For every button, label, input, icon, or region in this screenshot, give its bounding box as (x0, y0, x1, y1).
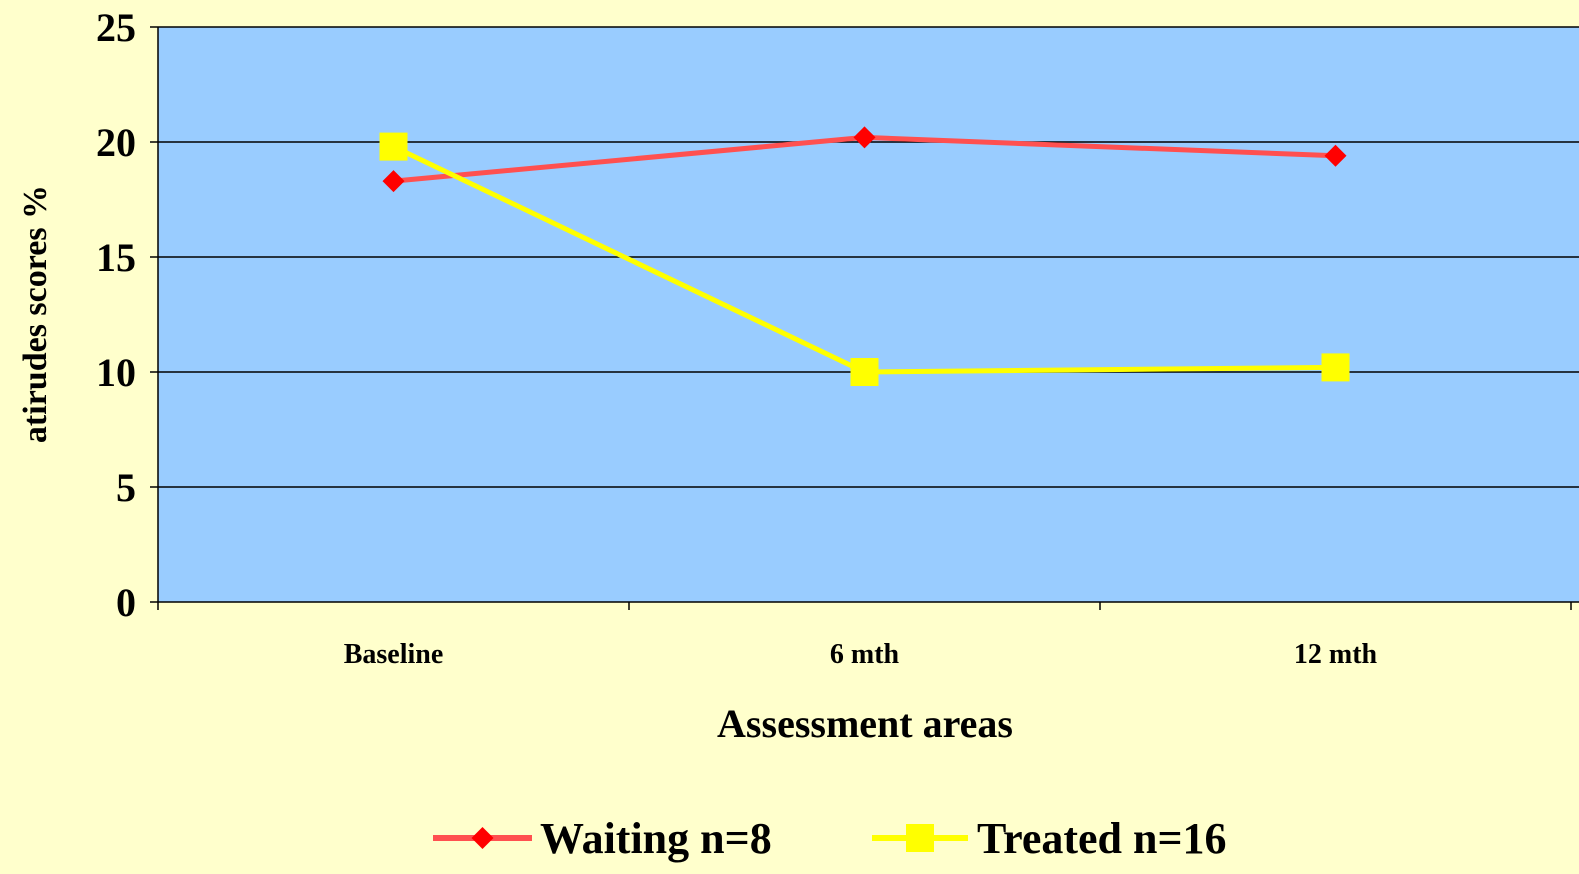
data-point-waiting (1324, 144, 1347, 167)
data-point-waiting (382, 170, 405, 193)
y-tick-label: 15 (96, 235, 136, 280)
legend-marker (471, 827, 494, 849)
x-tick-label: 12 mth (1294, 639, 1378, 670)
axes (157, 27, 1579, 610)
y-tick-label: 10 (96, 350, 136, 395)
x-tick-label: Baseline (344, 639, 444, 670)
y-tick-label: 25 (96, 5, 136, 50)
legend: Waiting n=8 Treated n=16 (433, 814, 1227, 863)
data-point-treated (1321, 353, 1350, 382)
y-tick-labels: 0 5 10 15 20 25 (96, 5, 158, 625)
data-point-waiting (853, 126, 876, 149)
x-tick-label: 6 mth (830, 639, 900, 670)
y-tick-label: 5 (116, 465, 136, 510)
x-tick-labels: Baseline 6 mth 12 mth (344, 639, 1378, 670)
x-axis-title: Assessment areas (717, 701, 1013, 746)
series (379, 126, 1350, 386)
legend-label: Waiting n=8 (540, 814, 772, 863)
plot-area (158, 27, 1579, 602)
legend-label: Treated n=16 (977, 814, 1227, 863)
y-tick-label: 20 (96, 120, 136, 165)
data-point-treated (850, 358, 879, 386)
data-point-treated (379, 132, 408, 161)
y-tick-label: 0 (116, 580, 136, 625)
y-axis-title: atirudes scores % (17, 185, 54, 443)
legend-item-waiting: Waiting n=8 (433, 814, 772, 863)
legend-item-treated: Treated n=16 (872, 814, 1227, 863)
legend-marker (906, 824, 934, 852)
series-waiting (382, 126, 1347, 193)
series-treated (379, 132, 1350, 386)
